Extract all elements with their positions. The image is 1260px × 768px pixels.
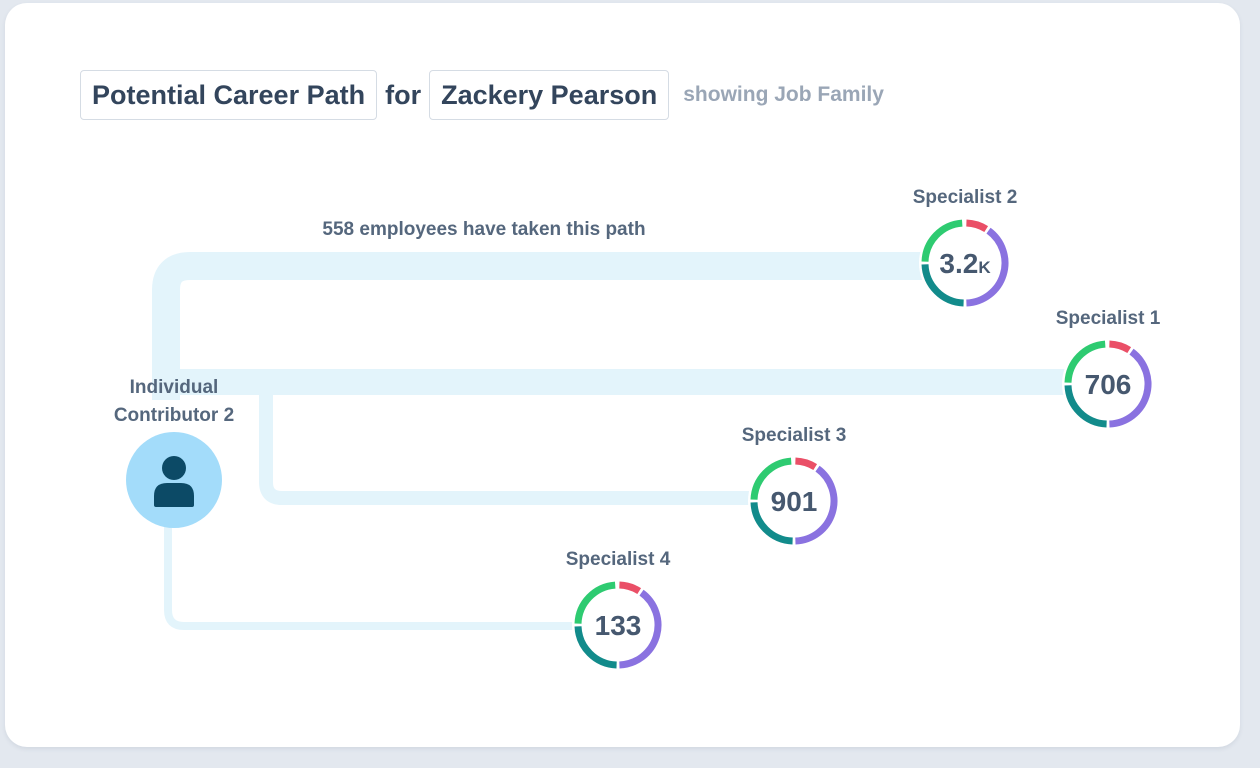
donut-segment-3 — [574, 581, 616, 624]
node-count-suffix: K — [978, 258, 991, 277]
node-specialist-4[interactable]: Specialist 4 133 — [566, 549, 671, 671]
path-lines — [152, 252, 1090, 630]
page-header: Potential Career Path for Zackery Pearso… — [80, 69, 884, 121]
donut-segment-1 — [966, 227, 1009, 307]
node-label: Specialist 1 — [1056, 308, 1161, 329]
donut-segment-0 — [1109, 340, 1132, 354]
source-label-line1: Individual — [130, 377, 219, 398]
donut-segment-1 — [619, 589, 662, 669]
node-specialist-1[interactable]: Specialist 1 706 — [1056, 308, 1161, 430]
donut-segment-2 — [574, 626, 617, 669]
node-count: 3.2K — [939, 248, 991, 279]
donut-segment-2 — [750, 502, 793, 545]
career-path-selector[interactable]: Potential Career Path — [80, 70, 378, 120]
node-label: Specialist 3 — [742, 425, 847, 446]
node-count: 901 — [771, 486, 818, 517]
header-connector: for — [385, 79, 422, 110]
donut-segment-0 — [619, 581, 642, 595]
donut-segment-2 — [921, 264, 964, 307]
path-caption: 558 employees have taken this path — [322, 219, 645, 240]
source-label-line2: Contributor 2 — [114, 405, 234, 426]
path-to-specialist-2[interactable] — [152, 252, 945, 400]
donut-segment-0 — [966, 219, 989, 233]
node-background — [748, 455, 840, 547]
donut-segment-0 — [795, 457, 818, 471]
path-to-specialist-4[interactable] — [164, 500, 600, 630]
donut-segment-3 — [921, 219, 963, 262]
donut-segment-1 — [1109, 348, 1152, 428]
node-count: 706 — [1085, 369, 1132, 400]
donut-segment-3 — [1064, 340, 1106, 383]
path-to-specialist-3[interactable] — [259, 382, 780, 505]
donut-segment-1 — [795, 465, 838, 545]
node-label: Specialist 4 — [566, 549, 671, 570]
employee-selector[interactable]: Zackery Pearson — [429, 70, 670, 120]
node-specialist-3[interactable]: Specialist 3 901 — [742, 425, 847, 547]
node-specialist-2[interactable]: Specialist 2 3.2K — [913, 187, 1018, 309]
header-subtitle: showing Job Family — [683, 83, 884, 106]
donut-segment-3 — [750, 457, 792, 500]
donut-segment-2 — [1064, 385, 1107, 428]
person-icon — [154, 456, 194, 507]
node-label: Specialist 2 — [913, 187, 1018, 208]
node-background — [919, 217, 1011, 309]
source-node[interactable]: Individual Contributor 2 — [114, 377, 234, 528]
node-count: 133 — [595, 610, 642, 641]
node-background — [572, 579, 664, 671]
node-background — [1062, 338, 1154, 430]
